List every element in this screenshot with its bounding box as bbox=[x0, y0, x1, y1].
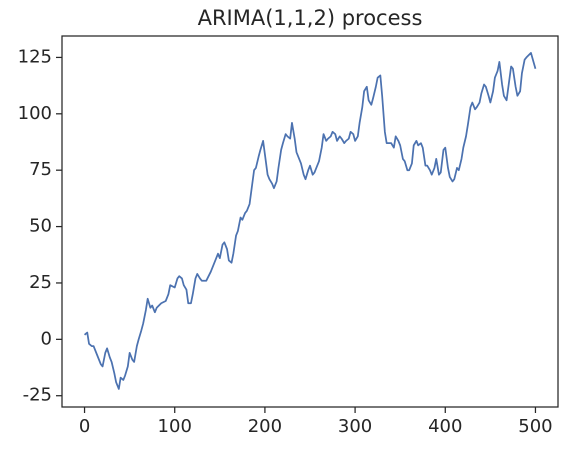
y-tick-label: -25 bbox=[23, 385, 52, 406]
x-tick-label: 500 bbox=[518, 416, 552, 437]
plot-frame bbox=[61, 35, 559, 408]
chart-title: ARIMA(1,1,2) process bbox=[198, 6, 423, 30]
y-tick-label: 25 bbox=[29, 272, 52, 293]
x-tick-label: 200 bbox=[248, 416, 282, 437]
y-tick-label: 50 bbox=[29, 216, 52, 237]
y-tick-label: 125 bbox=[18, 46, 52, 67]
y-tick-label: 0 bbox=[41, 328, 52, 349]
x-tick-label: 400 bbox=[428, 416, 462, 437]
x-tick-label: 300 bbox=[338, 416, 372, 437]
y-tick-label: 75 bbox=[29, 159, 52, 180]
line bbox=[83, 52, 537, 390]
y-tick-label: 100 bbox=[18, 103, 52, 124]
x-tick-label: 0 bbox=[79, 416, 90, 437]
x-tick-label: 100 bbox=[158, 416, 192, 437]
